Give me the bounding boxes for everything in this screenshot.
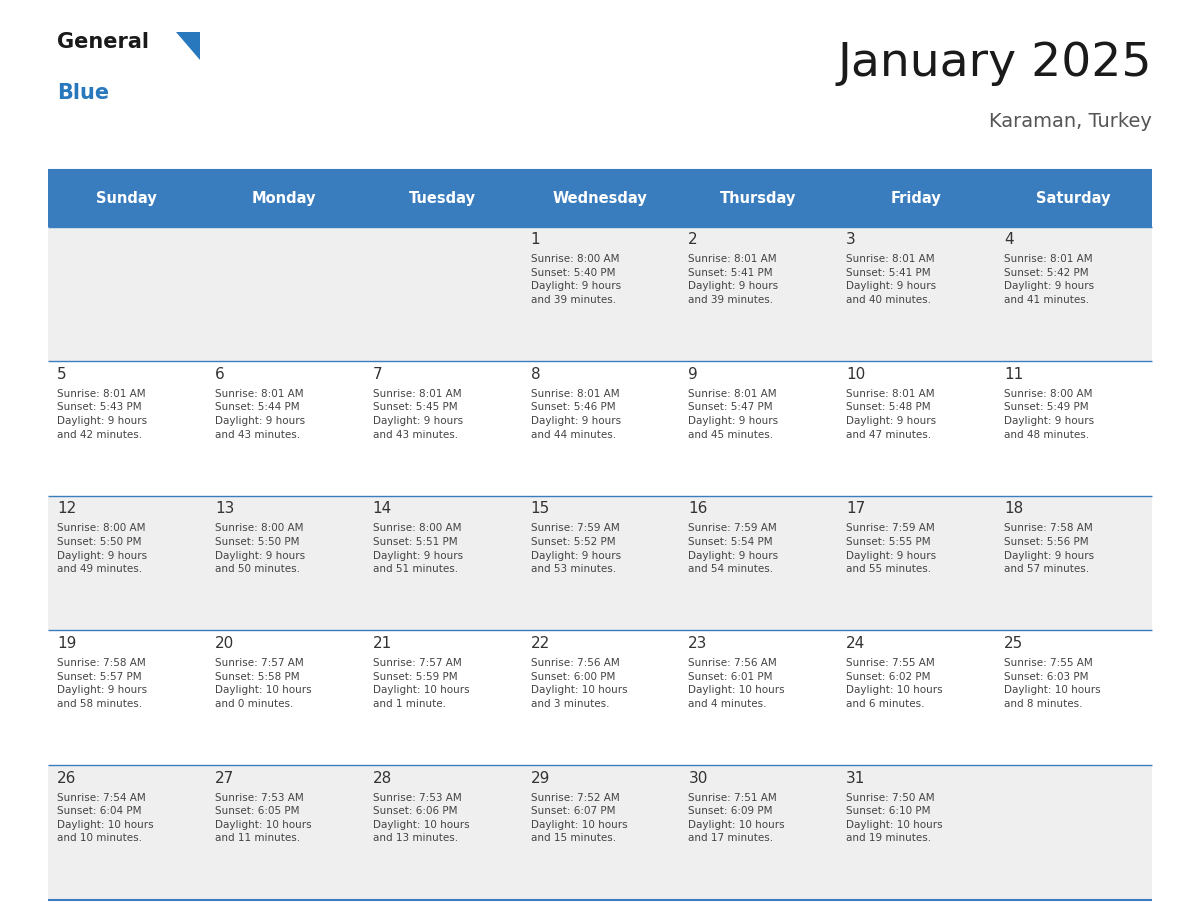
Text: 8: 8 [531,367,541,382]
Bar [994,170,1152,227]
Bar [48,227,1152,362]
Text: Sunrise: 7:53 AM
Sunset: 6:06 PM
Daylight: 10 hours
and 13 minutes.: Sunrise: 7:53 AM Sunset: 6:06 PM Dayligh… [373,792,469,844]
Bar [48,631,1152,765]
Text: 19: 19 [57,636,76,651]
Text: 12: 12 [57,501,76,517]
Text: Sunrise: 7:56 AM
Sunset: 6:00 PM
Daylight: 10 hours
and 3 minutes.: Sunrise: 7:56 AM Sunset: 6:00 PM Dayligh… [531,658,627,709]
Text: Sunrise: 8:01 AM
Sunset: 5:43 PM
Daylight: 9 hours
and 42 minutes.: Sunrise: 8:01 AM Sunset: 5:43 PM Dayligh… [57,389,147,440]
Text: Sunrise: 8:00 AM
Sunset: 5:50 PM
Daylight: 9 hours
and 49 minutes.: Sunrise: 8:00 AM Sunset: 5:50 PM Dayligh… [57,523,147,575]
Text: 20: 20 [215,636,234,651]
Text: Friday: Friday [890,191,941,206]
Text: 15: 15 [531,501,550,517]
Text: Sunrise: 8:01 AM
Sunset: 5:48 PM
Daylight: 9 hours
and 47 minutes.: Sunrise: 8:01 AM Sunset: 5:48 PM Dayligh… [846,389,936,440]
Text: Sunrise: 7:57 AM
Sunset: 5:59 PM
Daylight: 10 hours
and 1 minute.: Sunrise: 7:57 AM Sunset: 5:59 PM Dayligh… [373,658,469,709]
Text: 3: 3 [846,232,855,247]
Text: 2: 2 [688,232,699,247]
Text: Sunrise: 8:01 AM
Sunset: 5:45 PM
Daylight: 9 hours
and 43 minutes.: Sunrise: 8:01 AM Sunset: 5:45 PM Dayligh… [373,389,463,440]
Text: 5: 5 [57,367,67,382]
Text: 27: 27 [215,770,234,786]
Bar [206,170,364,227]
Text: Tuesday: Tuesday [409,191,475,206]
Text: Sunrise: 7:50 AM
Sunset: 6:10 PM
Daylight: 10 hours
and 19 minutes.: Sunrise: 7:50 AM Sunset: 6:10 PM Dayligh… [846,792,943,844]
Text: 1: 1 [531,232,541,247]
Text: Karaman, Turkey: Karaman, Turkey [990,112,1152,131]
Text: Sunrise: 7:56 AM
Sunset: 6:01 PM
Daylight: 10 hours
and 4 minutes.: Sunrise: 7:56 AM Sunset: 6:01 PM Dayligh… [688,658,785,709]
Text: Sunrise: 7:55 AM
Sunset: 6:02 PM
Daylight: 10 hours
and 6 minutes.: Sunrise: 7:55 AM Sunset: 6:02 PM Dayligh… [846,658,943,709]
Text: Sunrise: 8:01 AM
Sunset: 5:41 PM
Daylight: 9 hours
and 40 minutes.: Sunrise: 8:01 AM Sunset: 5:41 PM Dayligh… [846,254,936,305]
Bar [836,170,994,227]
Text: Monday: Monday [252,191,316,206]
Text: 10: 10 [846,367,865,382]
Text: 11: 11 [1004,367,1023,382]
Text: Sunrise: 8:01 AM
Sunset: 5:47 PM
Daylight: 9 hours
and 45 minutes.: Sunrise: 8:01 AM Sunset: 5:47 PM Dayligh… [688,389,778,440]
Text: Sunrise: 7:52 AM
Sunset: 6:07 PM
Daylight: 10 hours
and 15 minutes.: Sunrise: 7:52 AM Sunset: 6:07 PM Dayligh… [531,792,627,844]
Text: Saturday: Saturday [1036,191,1111,206]
Text: Sunrise: 7:54 AM
Sunset: 6:04 PM
Daylight: 10 hours
and 10 minutes.: Sunrise: 7:54 AM Sunset: 6:04 PM Dayligh… [57,792,153,844]
Text: Sunrise: 7:59 AM
Sunset: 5:54 PM
Daylight: 9 hours
and 54 minutes.: Sunrise: 7:59 AM Sunset: 5:54 PM Dayligh… [688,523,778,575]
Text: Sunrise: 8:00 AM
Sunset: 5:40 PM
Daylight: 9 hours
and 39 minutes.: Sunrise: 8:00 AM Sunset: 5:40 PM Dayligh… [531,254,620,305]
Text: General: General [57,32,148,52]
Bar [48,765,1152,900]
Text: Sunrise: 7:51 AM
Sunset: 6:09 PM
Daylight: 10 hours
and 17 minutes.: Sunrise: 7:51 AM Sunset: 6:09 PM Dayligh… [688,792,785,844]
Text: Sunrise: 8:00 AM
Sunset: 5:51 PM
Daylight: 9 hours
and 51 minutes.: Sunrise: 8:00 AM Sunset: 5:51 PM Dayligh… [373,523,463,575]
Text: 4: 4 [1004,232,1013,247]
Text: Blue: Blue [57,83,109,103]
Text: 26: 26 [57,770,76,786]
Bar [678,170,836,227]
Text: Sunrise: 7:55 AM
Sunset: 6:03 PM
Daylight: 10 hours
and 8 minutes.: Sunrise: 7:55 AM Sunset: 6:03 PM Dayligh… [1004,658,1100,709]
Text: 18: 18 [1004,501,1023,517]
Text: 23: 23 [688,636,708,651]
Text: 29: 29 [531,770,550,786]
Text: Sunrise: 8:00 AM
Sunset: 5:49 PM
Daylight: 9 hours
and 48 minutes.: Sunrise: 8:00 AM Sunset: 5:49 PM Dayligh… [1004,389,1094,440]
Bar [48,170,206,227]
Text: 7: 7 [373,367,383,382]
Text: Sunrise: 8:01 AM
Sunset: 5:44 PM
Daylight: 9 hours
and 43 minutes.: Sunrise: 8:01 AM Sunset: 5:44 PM Dayligh… [215,389,305,440]
Text: 31: 31 [846,770,866,786]
Text: 9: 9 [688,367,699,382]
Text: 21: 21 [373,636,392,651]
Text: Sunday: Sunday [96,191,157,206]
Text: 17: 17 [846,501,865,517]
Text: 25: 25 [1004,636,1023,651]
Text: Thursday: Thursday [720,191,796,206]
Text: 6: 6 [215,367,225,382]
Text: 24: 24 [846,636,865,651]
Bar [364,170,522,227]
Text: Sunrise: 7:58 AM
Sunset: 5:57 PM
Daylight: 9 hours
and 58 minutes.: Sunrise: 7:58 AM Sunset: 5:57 PM Dayligh… [57,658,147,709]
Text: Sunrise: 7:59 AM
Sunset: 5:52 PM
Daylight: 9 hours
and 53 minutes.: Sunrise: 7:59 AM Sunset: 5:52 PM Dayligh… [531,523,620,575]
Text: January 2025: January 2025 [838,41,1152,86]
Text: Wednesday: Wednesday [552,191,647,206]
Text: 28: 28 [373,770,392,786]
Text: 13: 13 [215,501,234,517]
Text: 16: 16 [688,501,708,517]
Text: Sunrise: 8:01 AM
Sunset: 5:41 PM
Daylight: 9 hours
and 39 minutes.: Sunrise: 8:01 AM Sunset: 5:41 PM Dayligh… [688,254,778,305]
Bar [48,496,1152,631]
Text: 30: 30 [688,770,708,786]
Text: 14: 14 [373,501,392,517]
Text: 22: 22 [531,636,550,651]
Text: Sunrise: 7:59 AM
Sunset: 5:55 PM
Daylight: 9 hours
and 55 minutes.: Sunrise: 7:59 AM Sunset: 5:55 PM Dayligh… [846,523,936,575]
Bar [522,170,678,227]
Text: Sunrise: 8:01 AM
Sunset: 5:42 PM
Daylight: 9 hours
and 41 minutes.: Sunrise: 8:01 AM Sunset: 5:42 PM Dayligh… [1004,254,1094,305]
Text: Sunrise: 8:01 AM
Sunset: 5:46 PM
Daylight: 9 hours
and 44 minutes.: Sunrise: 8:01 AM Sunset: 5:46 PM Dayligh… [531,389,620,440]
Text: Sunrise: 8:00 AM
Sunset: 5:50 PM
Daylight: 9 hours
and 50 minutes.: Sunrise: 8:00 AM Sunset: 5:50 PM Dayligh… [215,523,305,575]
Polygon shape [176,32,200,60]
Text: Sunrise: 7:58 AM
Sunset: 5:56 PM
Daylight: 9 hours
and 57 minutes.: Sunrise: 7:58 AM Sunset: 5:56 PM Dayligh… [1004,523,1094,575]
Text: Sunrise: 7:57 AM
Sunset: 5:58 PM
Daylight: 10 hours
and 0 minutes.: Sunrise: 7:57 AM Sunset: 5:58 PM Dayligh… [215,658,311,709]
Bar [48,362,1152,496]
Text: Sunrise: 7:53 AM
Sunset: 6:05 PM
Daylight: 10 hours
and 11 minutes.: Sunrise: 7:53 AM Sunset: 6:05 PM Dayligh… [215,792,311,844]
